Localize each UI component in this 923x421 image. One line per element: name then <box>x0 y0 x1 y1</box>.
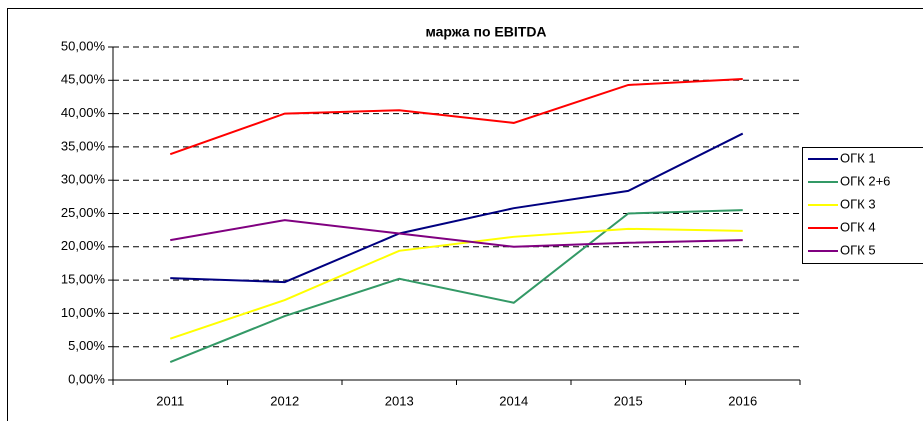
x-tick-label: 2013 <box>385 393 414 408</box>
y-tick-label: 45,00% <box>61 72 106 87</box>
y-tick-label: 30,00% <box>61 172 106 187</box>
y-tick-label: 20,00% <box>61 238 106 253</box>
legend-label: ОГК 4 <box>840 219 876 234</box>
series-line <box>170 219 743 248</box>
chart-frame <box>7 8 923 421</box>
series-line <box>170 132 744 284</box>
x-tick-label: 2016 <box>728 393 757 408</box>
y-tick-label: 10,00% <box>61 305 106 320</box>
legend-label: ОГК 2+6 <box>840 173 890 188</box>
x-tick-label: 2014 <box>499 393 528 408</box>
series-line <box>169 209 743 363</box>
y-tick-label: 0,00% <box>68 371 105 386</box>
chart-title: маржа по EBITDA <box>425 24 546 40</box>
series-line <box>169 227 743 340</box>
x-tick-label: 2015 <box>614 393 643 408</box>
y-tick-label: 50,00% <box>61 38 106 53</box>
y-tick-label: 15,00% <box>61 272 106 287</box>
legend-label: ОГК 5 <box>840 242 876 257</box>
y-tick-label: 25,00% <box>61 205 106 220</box>
y-tick-label: 35,00% <box>61 138 106 153</box>
series-line <box>169 77 743 156</box>
y-tick-label: 5,00% <box>68 338 105 353</box>
x-tick-label: 2012 <box>270 393 299 408</box>
x-tick-label: 2011 <box>156 393 184 408</box>
legend-label: ОГК 1 <box>840 150 876 165</box>
legend-label: ОГК 3 <box>840 196 876 211</box>
y-tick-label: 40,00% <box>61 105 106 120</box>
